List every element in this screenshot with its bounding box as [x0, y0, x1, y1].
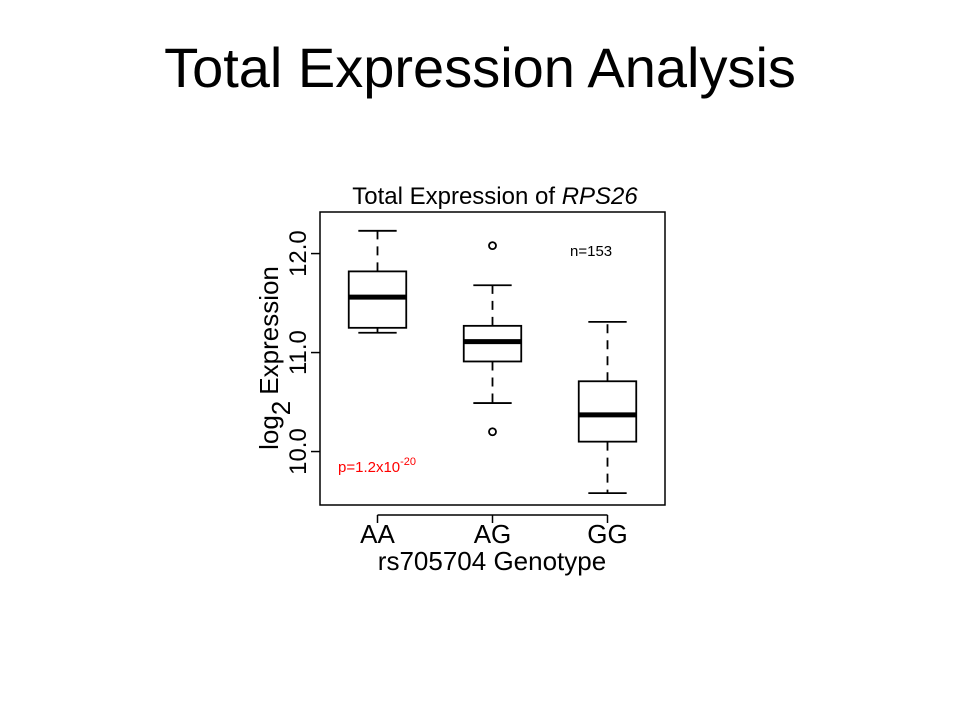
p-value-exponent: -20 — [400, 456, 416, 468]
x-tick-label: AG — [474, 519, 512, 549]
x-tick-label: GG — [587, 519, 627, 549]
y-tick-label: 11.0 — [285, 330, 312, 375]
chart-title: Total Expression of RPS26 — [352, 183, 638, 210]
gene-name: RPS26 — [562, 183, 639, 210]
p-value-text: p=1.2x10 — [338, 459, 400, 476]
y-axis-title: log2 Expression — [254, 266, 296, 450]
y-axis-title-subscript: 2 — [266, 401, 296, 415]
y-tick-label: 12.0 — [285, 230, 312, 277]
chart-title-text: Total Expression of — [352, 183, 555, 210]
slide-title: Total Expression Analysis — [164, 36, 796, 99]
outlier — [488, 241, 497, 251]
x-tick-label: AA — [360, 519, 395, 549]
outlier — [488, 427, 497, 437]
sample-size: n=153 — [570, 243, 612, 260]
y-axis-title-rest: Expression — [254, 266, 284, 395]
x-axis-title: rs705704 Genotype — [378, 546, 606, 576]
plot-frame — [319, 211, 666, 506]
y-tick-label: 10.0 — [285, 428, 312, 475]
y-axis-title-log: log — [254, 415, 284, 450]
p-value: p=1.2x10-20 — [338, 456, 416, 476]
box — [577, 380, 638, 443]
